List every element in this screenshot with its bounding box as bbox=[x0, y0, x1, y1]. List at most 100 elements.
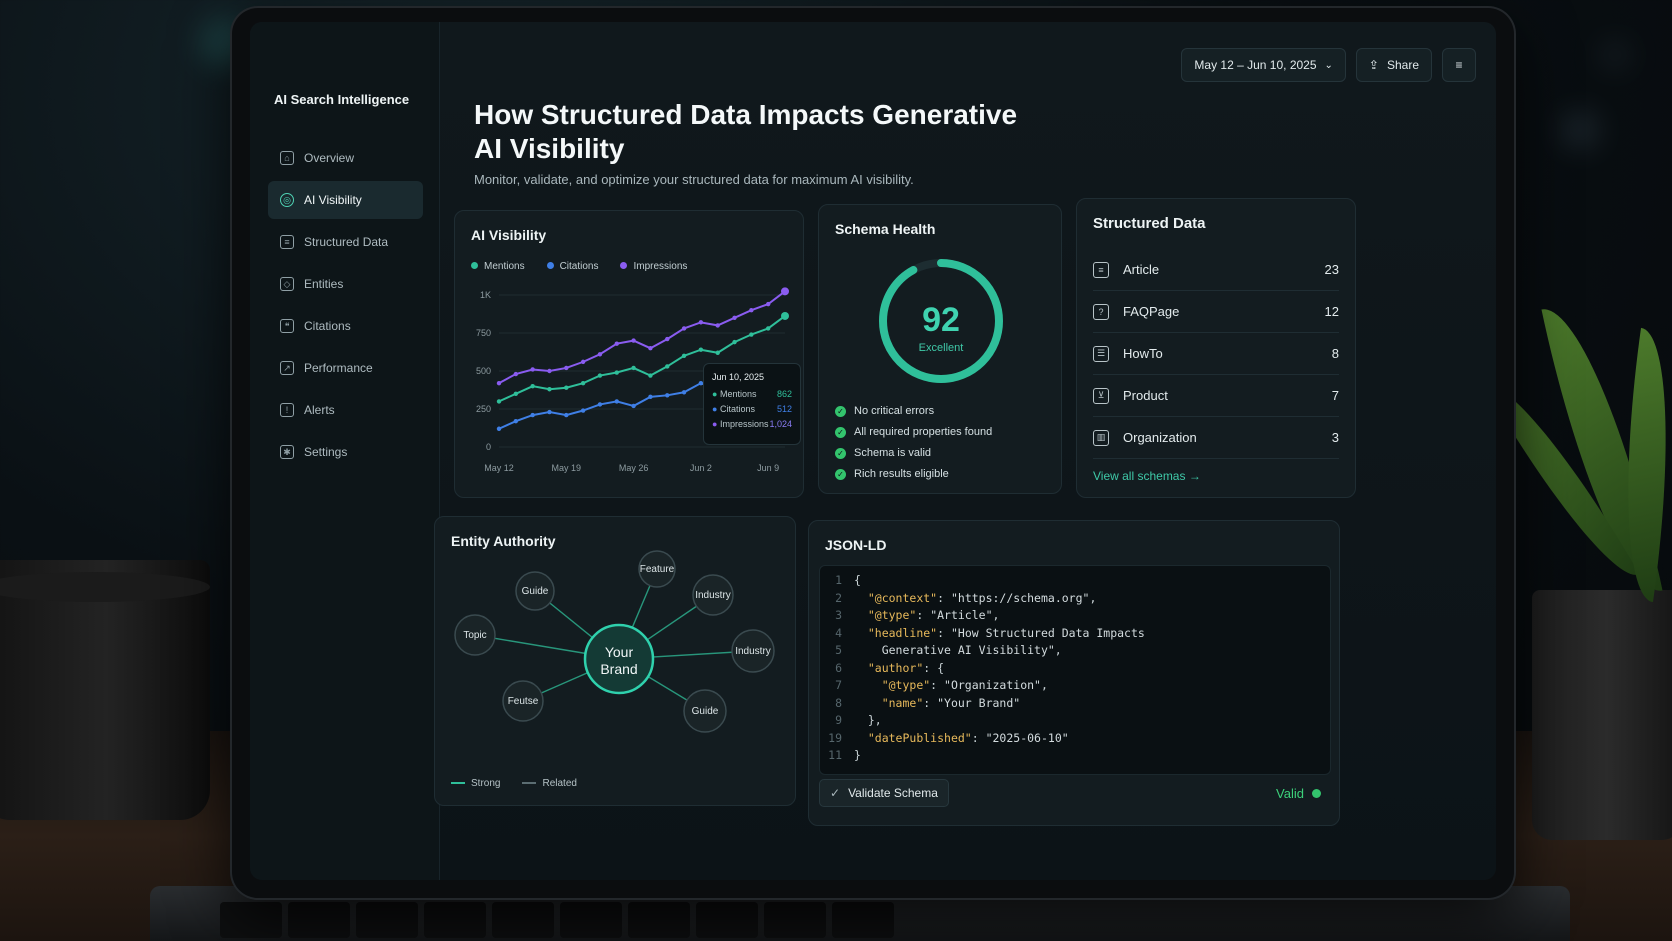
sidebar-item-citations[interactable]: ❝ Citations bbox=[268, 307, 423, 345]
data-point-impressions bbox=[732, 315, 737, 320]
sidebar-item-label: Alerts bbox=[304, 403, 335, 417]
series-line-impressions bbox=[498, 290, 786, 385]
data-point-mentions bbox=[715, 350, 720, 355]
line-number: 19 bbox=[828, 730, 842, 745]
data-point-impressions bbox=[681, 326, 687, 331]
data-point-citations bbox=[597, 402, 603, 407]
legend-mentions: Mentions bbox=[471, 261, 525, 272]
sidebar-item-structured-data[interactable]: ≡ Structured Data bbox=[268, 223, 423, 261]
data-point-mentions bbox=[781, 311, 789, 320]
line-number: 4 bbox=[835, 625, 842, 640]
data-point-impressions bbox=[580, 359, 586, 365]
code-line: 1{ bbox=[820, 572, 1330, 590]
data-point-mentions bbox=[597, 373, 603, 378]
entity-node-label: Feature bbox=[640, 564, 675, 575]
schema-row-article[interactable]: ≡ Article 23 bbox=[1093, 249, 1339, 291]
tooltip-row-impressions: ● Impressions 1,024 bbox=[712, 419, 792, 429]
schema-type-label: HowTo bbox=[1123, 346, 1163, 361]
y-tick-label: 500 bbox=[476, 366, 491, 376]
schema-row-organization[interactable]: ▥ Organization 3 bbox=[1093, 417, 1339, 459]
data-point-citations bbox=[681, 390, 687, 395]
check-icon: ✓ bbox=[835, 426, 846, 438]
data-point-mentions bbox=[580, 380, 586, 386]
code-line: 9 }, bbox=[820, 712, 1330, 730]
schema-type-label: FAQPage bbox=[1123, 304, 1180, 319]
entity-node-label: Guide bbox=[692, 706, 719, 717]
data-point-impressions bbox=[715, 323, 720, 328]
data-point-mentions bbox=[547, 387, 552, 392]
jsonld-code-block[interactable]: 1{2 "@context": "https://schema.org", 3 "… bbox=[819, 565, 1331, 775]
legend-strong: Strong bbox=[451, 778, 500, 789]
brand-node-label: Brand bbox=[600, 661, 637, 677]
view-all-schemas-link[interactable]: View all schemas → bbox=[1093, 469, 1201, 483]
schema-health-title: Schema Health bbox=[835, 221, 936, 237]
question-icon: ? bbox=[1093, 303, 1109, 320]
entity-node-label: Guide bbox=[522, 586, 549, 597]
health-rating: Excellent bbox=[919, 342, 964, 354]
sidebar-item-ai-visibility[interactable]: ◎ AI Visibility bbox=[268, 181, 423, 219]
x-tick-label: May 19 bbox=[552, 463, 582, 473]
line-number: 1 bbox=[835, 573, 842, 587]
code-line: 8 "name": "Your Brand" bbox=[820, 695, 1330, 713]
ai-visibility-card: AI Visibility Mentions Citations Impress… bbox=[454, 210, 804, 498]
document-icon: ≡ bbox=[280, 235, 294, 249]
entity-authority-title: Entity Authority bbox=[451, 533, 556, 549]
date-range-picker[interactable]: May 12 – Jun 10, 2025 ⌄ bbox=[1181, 48, 1346, 82]
tooltip-row-mentions: ● Mentions 862 bbox=[712, 389, 792, 399]
data-point-mentions bbox=[564, 385, 569, 390]
validate-schema-button[interactable]: ✓ Validate Schema bbox=[819, 779, 949, 807]
data-point-mentions bbox=[496, 399, 502, 404]
entity-node bbox=[638, 550, 676, 588]
sidebar-item-label: AI Visibility bbox=[304, 193, 362, 207]
data-point-impressions bbox=[749, 308, 754, 313]
entity-node bbox=[515, 571, 555, 611]
entity-node bbox=[454, 614, 496, 656]
target-icon: ◎ bbox=[280, 193, 294, 207]
code-line: 2 "@context": "https://schema.org", bbox=[820, 590, 1330, 608]
line-number: 3 bbox=[835, 608, 842, 622]
graph-legend: Strong Related bbox=[451, 778, 577, 789]
check-circle-icon: ✓ bbox=[830, 786, 841, 800]
home-icon: ⌂ bbox=[280, 151, 294, 165]
toolbar: May 12 – Jun 10, 2025 ⌄ ⇪ Share ≡ bbox=[1181, 48, 1476, 82]
code-line: 7 "@type": "Organization", bbox=[820, 677, 1330, 695]
tooltip-date: Jun 10, 2025 bbox=[712, 372, 765, 382]
schema-row-faqpage[interactable]: ? FAQPage 12 bbox=[1093, 291, 1339, 333]
share-button[interactable]: ⇪ Share bbox=[1355, 48, 1432, 82]
data-point-impressions bbox=[564, 365, 569, 371]
legend-related: Related bbox=[522, 778, 577, 789]
schema-count: 12 bbox=[1324, 304, 1339, 319]
share-label: Share bbox=[1386, 58, 1419, 72]
schema-row-product[interactable]: ⊻ Product 7 bbox=[1093, 375, 1339, 417]
app-brand: AI Search Intelligence bbox=[274, 92, 410, 107]
data-point-impressions bbox=[665, 336, 670, 342]
legend-impressions: Impressions bbox=[620, 261, 687, 272]
sidebar-item-settings[interactable]: ✱ Settings bbox=[268, 433, 423, 471]
x-tick-label: Jun 9 bbox=[757, 463, 779, 473]
sidebar-item-entities[interactable]: ◇ Entities bbox=[268, 265, 423, 303]
entity-node-label: Industry bbox=[695, 590, 731, 601]
page-title: How Structured Data Impacts Generative A… bbox=[474, 99, 1018, 164]
sidebar-item-overview[interactable]: ⌂ Overview bbox=[268, 139, 423, 177]
data-point-impressions bbox=[614, 341, 619, 346]
data-point-citations bbox=[547, 409, 552, 415]
data-point-citations bbox=[496, 426, 502, 431]
series-line-mentions bbox=[498, 315, 786, 403]
filter-button[interactable]: ≡ bbox=[1442, 48, 1476, 82]
data-point-citations bbox=[698, 380, 704, 386]
data-point-citations bbox=[648, 394, 653, 400]
data-point-impressions bbox=[530, 367, 535, 372]
data-point-impressions bbox=[698, 320, 704, 325]
line-number: 2 bbox=[835, 590, 842, 605]
entity-node bbox=[731, 629, 775, 673]
legend-citations: Citations bbox=[546, 261, 598, 272]
schema-row-howto[interactable]: ☰ HowTo 8 bbox=[1093, 333, 1339, 375]
sidebar-item-alerts[interactable]: ! Alerts bbox=[268, 391, 423, 429]
sidebar-item-performance[interactable]: ↗ Performance bbox=[268, 349, 423, 387]
ai-visibility-title: AI Visibility bbox=[471, 227, 547, 243]
y-tick-label: 750 bbox=[476, 328, 491, 338]
data-point-impressions bbox=[631, 338, 636, 343]
schema-type-label: Product bbox=[1123, 388, 1168, 403]
sidebar-item-label: Performance bbox=[304, 361, 373, 375]
plant-pot bbox=[1532, 590, 1672, 840]
